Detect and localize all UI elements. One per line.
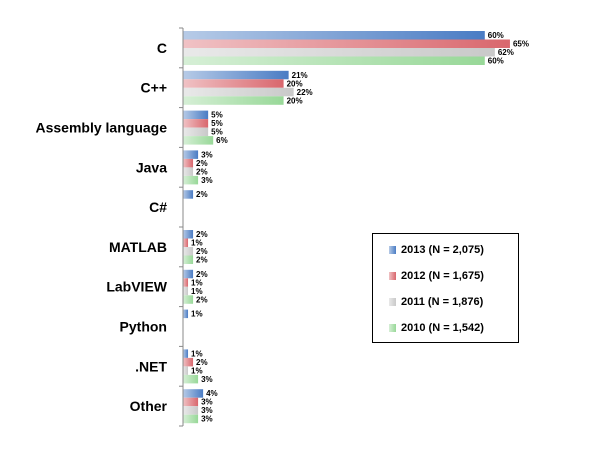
bar: [183, 127, 209, 137]
legend-item-1: 2012 (N = 1,675): [389, 269, 484, 283]
bar: [183, 56, 485, 65]
legend-label-3: 2010 (N = 1,542): [401, 322, 484, 334]
data-label: 2%: [196, 159, 208, 168]
legend-label-1: 2012 (N = 1,675): [401, 270, 484, 282]
data-label: 3%: [201, 375, 213, 384]
bar: [183, 278, 189, 287]
data-label: 3%: [201, 176, 213, 185]
category-label: MATLAB: [109, 239, 167, 255]
data-label: 20%: [287, 96, 303, 105]
category-labels: C C++ Assembly language Java C# MATLAB LabVIEW…: [36, 40, 168, 414]
data-label: 1%: [191, 349, 203, 358]
legend-swatch-0: [389, 246, 396, 254]
bar: [183, 150, 199, 159]
data-label: 2%: [196, 256, 208, 265]
bar: [183, 70, 289, 80]
bar: [183, 374, 199, 384]
category-label: Java: [136, 159, 167, 175]
axis-ticks: [179, 27, 183, 427]
data-label: 5%: [211, 111, 223, 120]
bar: [183, 110, 209, 120]
legend-swatch-1: [389, 272, 396, 280]
category-label: Assembly language: [36, 120, 168, 136]
data-label: 2%: [196, 270, 208, 279]
data-label: 3%: [201, 398, 213, 407]
bar: [183, 269, 194, 279]
bar: [183, 39, 510, 48]
data-label: 2%: [196, 230, 208, 239]
data-label: 6%: [216, 136, 228, 145]
bar: [183, 96, 284, 105]
bar: [183, 31, 485, 40]
bar: [183, 158, 194, 168]
legend: 2013 (N = 2,075) 2012 (N = 1,675) 2011 (…: [372, 233, 519, 343]
data-label: 1%: [191, 366, 203, 375]
category-label: LabVIEW: [106, 279, 167, 295]
bar: [183, 79, 284, 88]
data-label: 2%: [196, 167, 208, 176]
legend-item-2: 2011 (N = 1,876): [389, 295, 483, 309]
data-label: 3%: [201, 415, 213, 424]
data-label: 2%: [196, 247, 208, 256]
data-label: 4%: [206, 389, 218, 398]
data-label: 65%: [513, 40, 529, 49]
data-label: 1%: [191, 310, 203, 319]
bar: [183, 397, 199, 407]
category-label: Other: [130, 398, 168, 414]
bar: [183, 366, 189, 375]
data-label: 60%: [488, 57, 504, 66]
legend-item-3: 2010 (N = 1,542): [389, 321, 484, 335]
legend-swatch-2: [389, 298, 396, 306]
bar: [183, 255, 194, 264]
data-label: 1%: [191, 287, 203, 296]
category-label: C: [157, 40, 167, 56]
bar: [183, 167, 194, 176]
data-label: 22%: [297, 88, 313, 97]
bar: [183, 349, 189, 358]
category-label: C++: [141, 80, 167, 96]
legend-swatch-3: [389, 324, 396, 332]
bar: [183, 247, 194, 256]
data-label: 5%: [211, 128, 223, 137]
value-labels: 60%65%62%60%21%20%22%20%5%5%5%6%3%2%2%3%…: [191, 31, 529, 424]
data-label: 1%: [191, 239, 203, 248]
legend-label-2: 2011 (N = 1,876): [401, 296, 484, 308]
data-label: 62%: [498, 48, 514, 57]
data-label: 5%: [211, 119, 223, 128]
category-label: Python: [120, 319, 167, 335]
bar: [183, 190, 194, 199]
bar: [183, 389, 204, 398]
legend-item-0: 2013 (N = 2,075): [389, 243, 484, 257]
data-label: 2%: [196, 190, 208, 199]
data-label: 1%: [191, 278, 203, 287]
bar: [183, 406, 199, 415]
bar: [183, 357, 194, 367]
bar: [183, 414, 199, 424]
bar: [183, 230, 194, 239]
bars-layer: [183, 31, 510, 424]
bar: [183, 87, 294, 97]
bar: [183, 238, 189, 247]
legend-label-0: 2013 (N = 2,075): [401, 244, 484, 256]
data-label: 2%: [196, 358, 208, 367]
category-label: C#: [149, 199, 167, 215]
bar: [183, 295, 194, 304]
data-label: 2%: [196, 295, 208, 304]
bar: [183, 136, 214, 145]
bar: [183, 175, 199, 185]
data-label: 20%: [287, 79, 303, 88]
data-label: 60%: [488, 31, 504, 40]
bar: [183, 309, 189, 319]
data-label: 3%: [201, 406, 213, 415]
data-label: 3%: [201, 150, 213, 159]
bar: [183, 119, 209, 128]
bar: [183, 286, 189, 296]
bar: [183, 48, 495, 57]
data-label: 21%: [292, 71, 308, 80]
category-label: .NET: [135, 358, 167, 374]
